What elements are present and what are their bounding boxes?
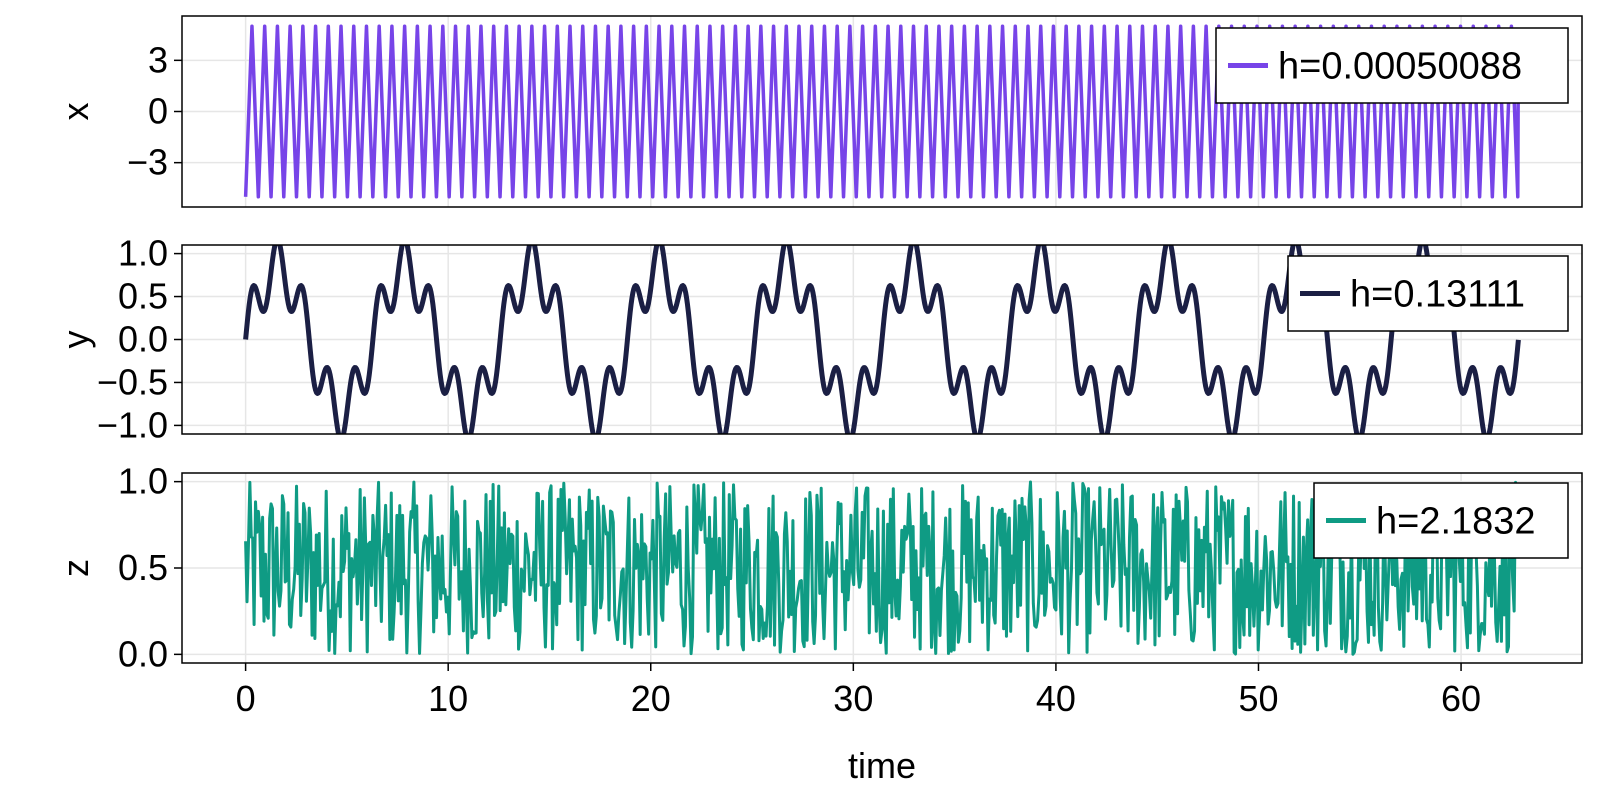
y-tick-label: 1.0	[118, 233, 168, 274]
y-tick-label: −3	[127, 142, 168, 183]
y-axis-label: y	[55, 331, 96, 349]
x-axis-label: time	[848, 745, 916, 786]
y-tick-label: −1.0	[97, 404, 168, 445]
y-tick-label: 0.5	[118, 547, 168, 588]
legend-label: h=2.1832	[1376, 501, 1536, 543]
legend: h=0.00050088	[1215, 27, 1569, 104]
legend: h=0.13111	[1287, 255, 1569, 332]
y-tick-label: 0.5	[118, 276, 168, 317]
y-tick-label: 0.0	[118, 633, 168, 674]
x-tick-label: 0	[236, 678, 256, 719]
legend: h=2.1832	[1313, 482, 1569, 559]
y-tick-label: 1.0	[118, 461, 168, 502]
x-tick-label: 30	[833, 678, 873, 719]
x-tick-label: 60	[1441, 678, 1481, 719]
y-tick-label: 0	[148, 91, 168, 132]
panel-z: 1.0 0.5 0.0 z h=2.1832	[55, 461, 1583, 674]
y-axis-label: z	[55, 559, 96, 577]
y-tick-label: 3	[148, 39, 168, 80]
x-tick-label: 20	[631, 678, 671, 719]
series-line-h=2.1832	[244, 480, 1520, 656]
x-tick-label: 10	[428, 678, 468, 719]
x-tick-label: 50	[1238, 678, 1278, 719]
legend-box	[1215, 27, 1569, 104]
legend-label: h=0.00050088	[1278, 46, 1522, 88]
y-axis-label: x	[55, 103, 96, 121]
y-tick-label: −0.5	[97, 361, 168, 402]
y-tick-label: 0.0	[118, 319, 168, 360]
legend-label: h=0.13111	[1350, 274, 1525, 316]
series-line-h=0.00050088	[243, 24, 1521, 199]
panel-x: 3 0 −3 x h=0.00050088	[55, 15, 1583, 208]
panel-y: 1.00.50.0−0.5−1.0 y h=0.13111	[55, 233, 1583, 445]
x-tick-label: 40	[1036, 678, 1076, 719]
